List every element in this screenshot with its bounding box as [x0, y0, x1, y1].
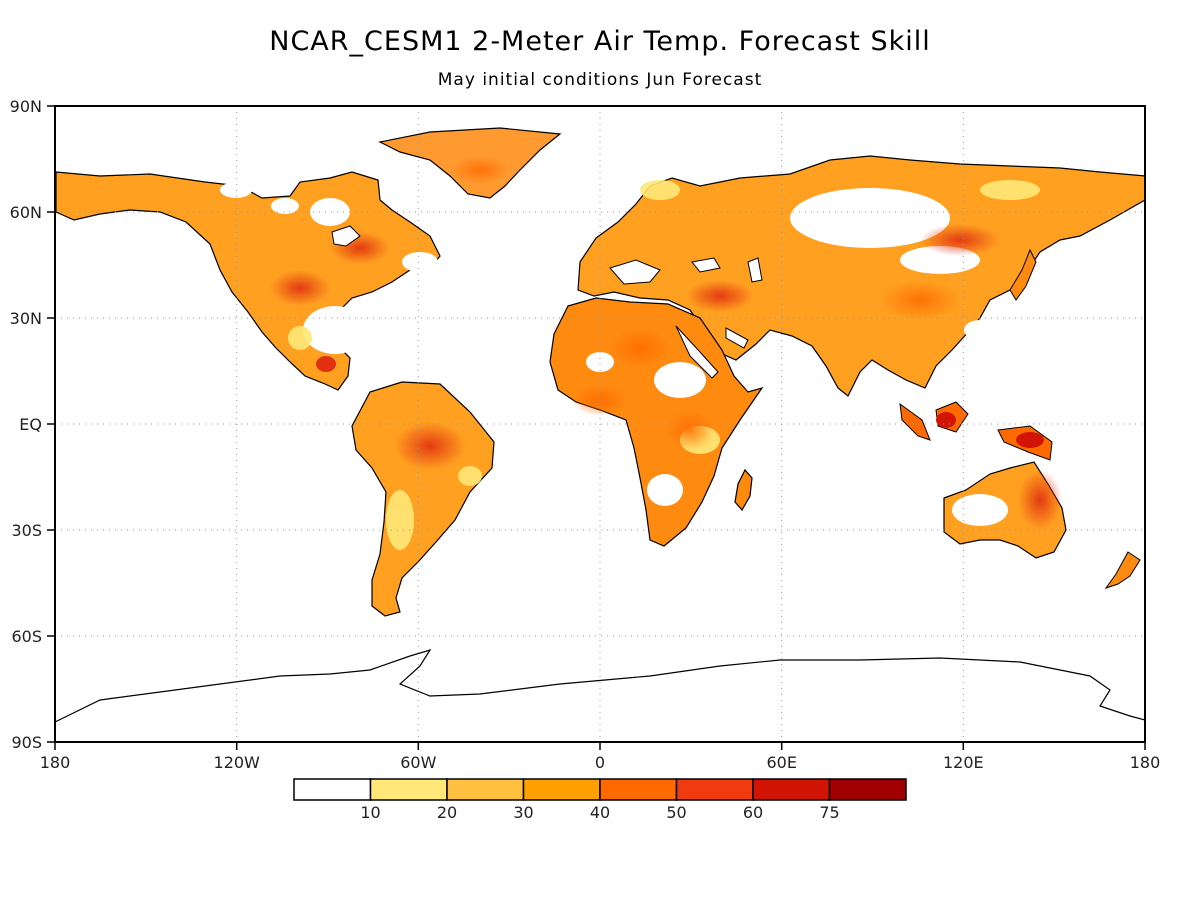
colorbar-swatch: [752, 778, 831, 801]
latitude-labels: 90N 60N 30N EQ 30S 60S 90S: [10, 97, 42, 752]
colorbar-label: 40: [590, 803, 610, 822]
colorbar-label: 60: [743, 803, 763, 822]
south-america-landmass: [351, 381, 495, 617]
lon-tick-label: 120E: [943, 753, 984, 772]
colorbar-swatch: [599, 778, 678, 801]
colorbar-label: 30: [513, 803, 533, 822]
map-subtitle: May initial conditions Jun Forecast: [437, 70, 763, 90]
colorbar: 10 20 30 40 50 60 75: [293, 778, 907, 822]
colorbar-label: 75: [819, 803, 839, 822]
high-skill-areas: [270, 156, 1062, 530]
colorbar-swatch: [369, 778, 448, 801]
low-skill-areas: [220, 182, 1008, 526]
lon-tick-label: 60E: [766, 753, 796, 772]
lat-tick-label: 90N: [10, 97, 42, 116]
longitude-labels: 180 120W 60W 0 60E 120E 180: [40, 753, 1161, 772]
map-tick-marks: [47, 105, 1146, 750]
lon-tick-label: 60W: [400, 753, 436, 772]
colorbar-swatch: [293, 778, 372, 801]
lon-tick-label: 180: [40, 753, 71, 772]
lat-tick-label: EQ: [19, 415, 42, 434]
colorbar-swatch: [675, 778, 754, 801]
indonesia-landmass: [899, 401, 1053, 461]
lon-tick-label: 120W: [214, 753, 261, 772]
colorbar-label: 10: [360, 803, 380, 822]
madagascar-landmass: [734, 468, 753, 512]
japan-landmass: [1009, 248, 1037, 301]
lat-tick-label: 30S: [11, 521, 42, 540]
colorbar-swatch: [828, 778, 907, 801]
colorbar-label: 50: [666, 803, 686, 822]
new-zealand-landmass: [1104, 551, 1141, 589]
antarctica-landmass: [55, 648, 1145, 742]
lat-tick-label: 30N: [10, 309, 42, 328]
colorbar-swatch: [446, 778, 525, 801]
colorbar-label: 20: [437, 803, 457, 822]
colorbar-swatch: [522, 778, 601, 801]
lon-tick-label: 180: [1130, 753, 1161, 772]
lat-tick-label: 60N: [10, 203, 42, 222]
map-title: NCAR_CESM1 2-Meter Air Temp. Forecast Sk…: [269, 26, 931, 57]
inland-waters: [331, 225, 763, 379]
map-gridlines: [55, 106, 1145, 742]
lat-tick-label: 90S: [11, 733, 42, 752]
lat-tick-label: 60S: [11, 627, 42, 646]
lon-tick-label: 0: [595, 753, 605, 772]
north-america-landmass: [55, 171, 441, 391]
